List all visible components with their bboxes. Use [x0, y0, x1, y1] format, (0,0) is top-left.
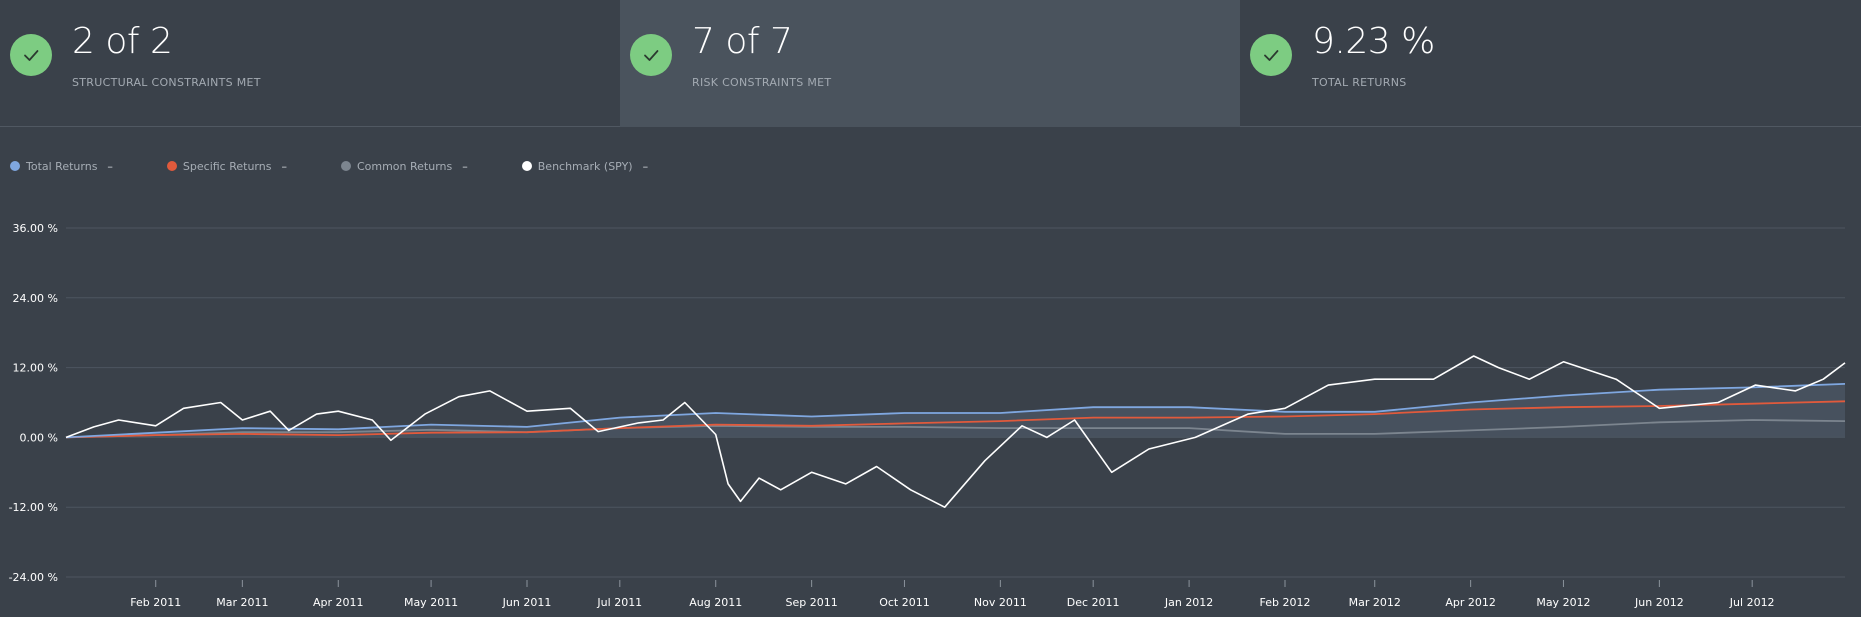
x-tick-label: Jul 2011 [596, 596, 642, 609]
legend-value: – [462, 159, 468, 173]
legend-value: – [642, 159, 649, 173]
x-tick-label: May 2011 [404, 596, 458, 609]
x-tick-label: Dec 2011 [1067, 596, 1120, 609]
x-tick-label: Oct 2011 [879, 596, 930, 609]
series-line-benchmark-spy [65, 355, 1846, 508]
kpi-bar: 2 of 2 STRUCTURAL CONSTRAINTS MET 7 of 7… [0, 0, 1861, 127]
series-line-common-returns [65, 419, 1846, 439]
legend-item-benchmark[interactable]: Benchmark (SPY) – [521, 158, 649, 174]
specific-returns-dot-icon [166, 161, 177, 171]
x-tick-label: Mar 2011 [216, 596, 268, 609]
legend-value: – [281, 159, 287, 173]
y-tick-label: 24.00 % [13, 292, 58, 305]
kpi-value: 9.23 % [1312, 21, 1435, 62]
series-line-total-returns [65, 383, 1846, 439]
x-tick-label: May 2012 [1536, 596, 1590, 609]
x-tick-label: Feb 2011 [130, 596, 181, 609]
x-tick-label: Jun 2012 [1634, 596, 1684, 609]
legend-label: Common Returns [356, 159, 453, 173]
legend-label: Benchmark (SPY) [537, 159, 633, 173]
legend-item-specific-returns[interactable]: Specific Returns – [166, 158, 287, 174]
check-icon [10, 34, 52, 76]
common-returns-dot-icon [340, 161, 351, 171]
kpi-value: 7 of 7 [692, 21, 793, 62]
legend-item-total-returns[interactable]: Total Returns – [10, 158, 113, 174]
chart-legend: Total Returns – Specific Returns – Commo… [10, 158, 702, 174]
y-tick-label: 0.00 % [20, 431, 58, 444]
returns-chart[interactable]: 36.00 % 24.00 % 12.00 % 0.00 % -12.00 % -24.0… [0, 190, 1861, 617]
kpi-total-returns[interactable]: 9.23 % TOTAL RETURNS [1240, 0, 1860, 127]
total-returns-dot-icon [10, 161, 20, 171]
series-line-specific-returns [65, 400, 1846, 439]
kpi-risk-constraints[interactable]: 7 of 7 RISK CONSTRAINTS MET [620, 0, 1240, 127]
x-tick-label: Apr 2011 [313, 596, 364, 609]
x-tick-label: Jun 2011 [502, 596, 552, 609]
x-tick-label: Aug 2011 [689, 596, 742, 609]
legend-value: – [107, 159, 113, 173]
x-tick-label: Jul 2012 [1729, 596, 1775, 609]
x-tick-label: Jan 2012 [1164, 596, 1213, 609]
kpi-structural-constraints[interactable]: 2 of 2 STRUCTURAL CONSTRAINTS MET [0, 0, 620, 127]
y-tick-label: 12.00 % [13, 362, 58, 375]
x-tick-label: Feb 2012 [1260, 596, 1311, 609]
kpi-label: TOTAL RETURNS [1312, 76, 1407, 89]
y-tick-label: -12.00 % [9, 501, 58, 514]
check-icon [1250, 34, 1292, 76]
legend-label: Total Returns [26, 159, 98, 173]
y-tick-label: -24.00 % [9, 571, 58, 584]
x-tick-label: Mar 2012 [1349, 596, 1401, 609]
x-tick-label: Sep 2011 [786, 596, 838, 609]
x-tick-label: Apr 2012 [1445, 596, 1496, 609]
legend-item-common-returns[interactable]: Common Returns – [340, 158, 468, 174]
check-icon [630, 34, 672, 76]
x-tick-label: Nov 2011 [974, 596, 1027, 609]
kpi-label: STRUCTURAL CONSTRAINTS MET [72, 76, 261, 89]
total-returns-area [66, 383, 1845, 438]
kpi-label: RISK CONSTRAINTS MET [692, 76, 832, 89]
y-tick-label: 36.00 % [13, 222, 58, 235]
benchmark-dot-icon [521, 161, 532, 171]
kpi-value: 2 of 2 [72, 21, 173, 62]
legend-label: Specific Returns [182, 159, 272, 173]
